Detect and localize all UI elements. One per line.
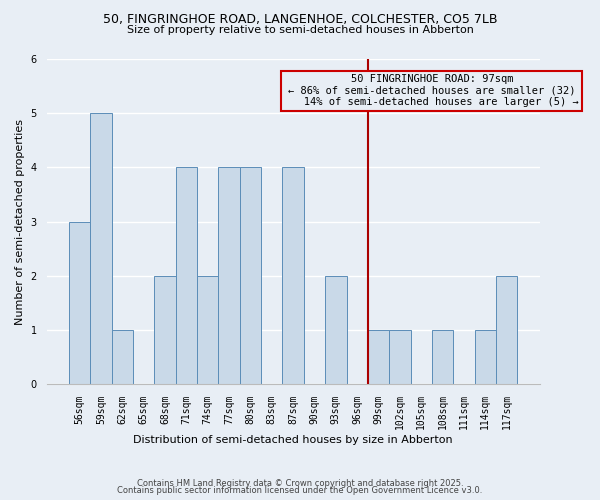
Bar <box>496 276 517 384</box>
Text: 50, FINGRINGHOE ROAD, LANGENHOE, COLCHESTER, CO5 7LB: 50, FINGRINGHOE ROAD, LANGENHOE, COLCHES… <box>103 12 497 26</box>
Bar <box>69 222 91 384</box>
X-axis label: Distribution of semi-detached houses by size in Abberton: Distribution of semi-detached houses by … <box>133 435 453 445</box>
Bar <box>475 330 496 384</box>
Bar <box>368 330 389 384</box>
Bar <box>283 168 304 384</box>
Bar <box>432 330 454 384</box>
Bar <box>325 276 347 384</box>
Y-axis label: Number of semi-detached properties: Number of semi-detached properties <box>15 118 25 324</box>
Bar <box>91 113 112 384</box>
Bar <box>240 168 261 384</box>
Bar <box>197 276 218 384</box>
Text: Size of property relative to semi-detached houses in Abberton: Size of property relative to semi-detach… <box>127 25 473 35</box>
Bar <box>389 330 410 384</box>
Text: Contains public sector information licensed under the Open Government Licence v3: Contains public sector information licen… <box>118 486 482 495</box>
Bar <box>176 168 197 384</box>
Bar <box>112 330 133 384</box>
Bar <box>154 276 176 384</box>
Text: Contains HM Land Registry data © Crown copyright and database right 2025.: Contains HM Land Registry data © Crown c… <box>137 478 463 488</box>
Bar <box>218 168 240 384</box>
Text: 50 FINGRINGHOE ROAD: 97sqm
← 86% of semi-detached houses are smaller (32)
   14%: 50 FINGRINGHOE ROAD: 97sqm ← 86% of semi… <box>285 74 579 108</box>
